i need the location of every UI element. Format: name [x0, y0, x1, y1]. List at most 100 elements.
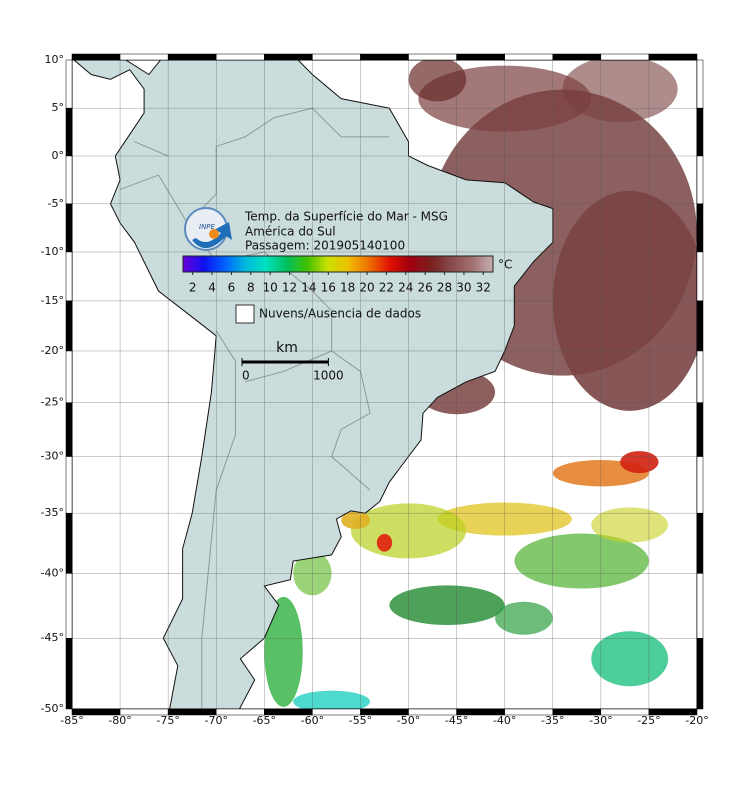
legend-region: América do Sul — [245, 225, 336, 239]
frame-bar — [65, 456, 73, 514]
frame-bar — [696, 251, 704, 302]
frame-bar — [504, 53, 554, 61]
frame-bar — [65, 637, 73, 710]
colorbar-tick-label: 22 — [379, 281, 394, 295]
frame-bar — [215, 53, 265, 61]
sst-patch — [591, 631, 669, 687]
colorbar-tick-label: 6 — [228, 281, 236, 295]
colorbar-tick-label: 30 — [456, 281, 471, 295]
colorbar-tick-label: 28 — [437, 281, 452, 295]
frame-bar — [696, 300, 704, 352]
y-tick-label: -30° — [41, 450, 64, 463]
x-tick-label: -40° — [493, 714, 516, 727]
frame-bar — [65, 107, 73, 157]
frame-bar — [65, 251, 73, 302]
x-tick-label: -35° — [541, 714, 564, 727]
frame-bar — [648, 708, 698, 716]
frame-bar — [65, 59, 73, 109]
frame-bar — [696, 350, 704, 403]
colorbar-tick-label: 32 — [476, 281, 491, 295]
frame-bar — [696, 573, 704, 639]
x-tick-label: -30° — [589, 714, 612, 727]
y-tick-label: -45° — [41, 631, 64, 644]
border-line — [201, 330, 236, 709]
colorbar-unit: °C — [498, 258, 512, 272]
logo-arrow — [192, 222, 232, 249]
y-tick-label: -20° — [41, 344, 64, 357]
scale-tick-label: 0 — [242, 369, 250, 383]
frame-bar — [65, 402, 73, 457]
border-line — [331, 350, 371, 491]
frame-bar — [65, 512, 73, 574]
colorbar-tick-label: 10 — [263, 281, 278, 295]
scale-tick-label: 1000 — [313, 369, 344, 383]
x-tick-label: -50° — [397, 714, 420, 727]
x-tick-label: -60° — [301, 714, 324, 727]
sst-patch — [408, 60, 467, 102]
x-tick-label: -65° — [253, 714, 276, 727]
frame-bar — [65, 350, 73, 403]
logo-text: INPE — [199, 223, 216, 231]
y-tick-label: -5° — [48, 197, 64, 210]
colorbar-tick-label: 4 — [208, 281, 216, 295]
colorbar-tick-label: 14 — [301, 281, 316, 295]
frame-bar — [696, 59, 704, 109]
border-line — [134, 141, 169, 157]
sst-patch — [514, 533, 649, 589]
y-tick-label: -40° — [41, 566, 64, 579]
frame-bar — [264, 53, 313, 61]
x-tick-label: -25° — [637, 714, 660, 727]
missing-swatch — [235, 304, 255, 324]
frame-bar — [696, 456, 704, 514]
legend: INPE Temp. da Superfície do Mar - MSG Am… — [182, 207, 512, 383]
sst-patch — [591, 507, 669, 543]
frame-bar — [696, 155, 704, 205]
x-tick-label: -75° — [156, 714, 179, 727]
sst-patch — [495, 601, 553, 635]
x-tick-label: -55° — [349, 714, 372, 727]
logo-sun — [209, 229, 219, 239]
border-line — [119, 174, 188, 224]
sst-patch — [389, 585, 505, 625]
frame-bar — [65, 203, 73, 253]
y-tick-label: 5° — [52, 101, 65, 114]
frame-bar — [696, 107, 704, 157]
colorbar-tick-label: 16 — [321, 281, 336, 295]
frame-bar — [696, 402, 704, 457]
frame-bar — [65, 573, 73, 639]
x-tick-label: -85° — [60, 714, 83, 727]
colorbar-tick-label: 26 — [418, 281, 433, 295]
frame-bar — [360, 53, 409, 61]
sst-patch — [264, 596, 303, 707]
sst-patch — [376, 534, 393, 552]
colorbar-tick-label: 20 — [359, 281, 374, 295]
x-tick-label: -80° — [108, 714, 131, 727]
frame-bar — [65, 300, 73, 352]
frame-bar — [696, 512, 704, 574]
y-tick-label: -50° — [41, 702, 64, 715]
missing-label: Nuvens/Ausencia de dados — [259, 307, 421, 321]
frame-bar — [648, 53, 698, 61]
colorbar — [182, 255, 494, 273]
frame — [65, 53, 704, 716]
y-tick-label: 0° — [52, 149, 65, 162]
y-tick-label: -25° — [41, 396, 64, 409]
frame-bar — [696, 637, 704, 710]
frame-bar — [552, 53, 602, 61]
y-tick-label: -10° — [41, 245, 64, 258]
frame-bar — [119, 53, 169, 61]
frame-bar — [696, 203, 704, 253]
x-tick-label: -70° — [204, 714, 227, 727]
legend-pass: Passagem: 201905140100 — [245, 239, 405, 253]
y-tick-label: -35° — [41, 506, 64, 519]
x-tick-label: -20° — [685, 714, 708, 727]
x-tick-label: -45° — [445, 714, 468, 727]
colorbar-tick-label: 18 — [340, 281, 355, 295]
frame-bar — [65, 155, 73, 205]
legend-title: Temp. da Superfície do Mar - MSG — [244, 210, 448, 224]
frame-bar — [600, 53, 650, 61]
y-tick-label: 10° — [45, 53, 65, 66]
colorbar-tick-label: 24 — [398, 281, 413, 295]
colorbar-tick-label: 2 — [189, 281, 197, 295]
